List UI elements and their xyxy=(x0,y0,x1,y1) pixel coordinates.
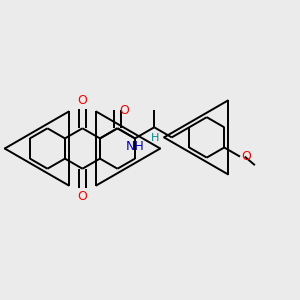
Text: NH: NH xyxy=(126,140,144,153)
Text: O: O xyxy=(77,190,87,203)
Text: O: O xyxy=(77,94,87,107)
Text: O: O xyxy=(120,103,129,117)
Text: O: O xyxy=(242,150,251,163)
Text: H: H xyxy=(151,133,159,142)
